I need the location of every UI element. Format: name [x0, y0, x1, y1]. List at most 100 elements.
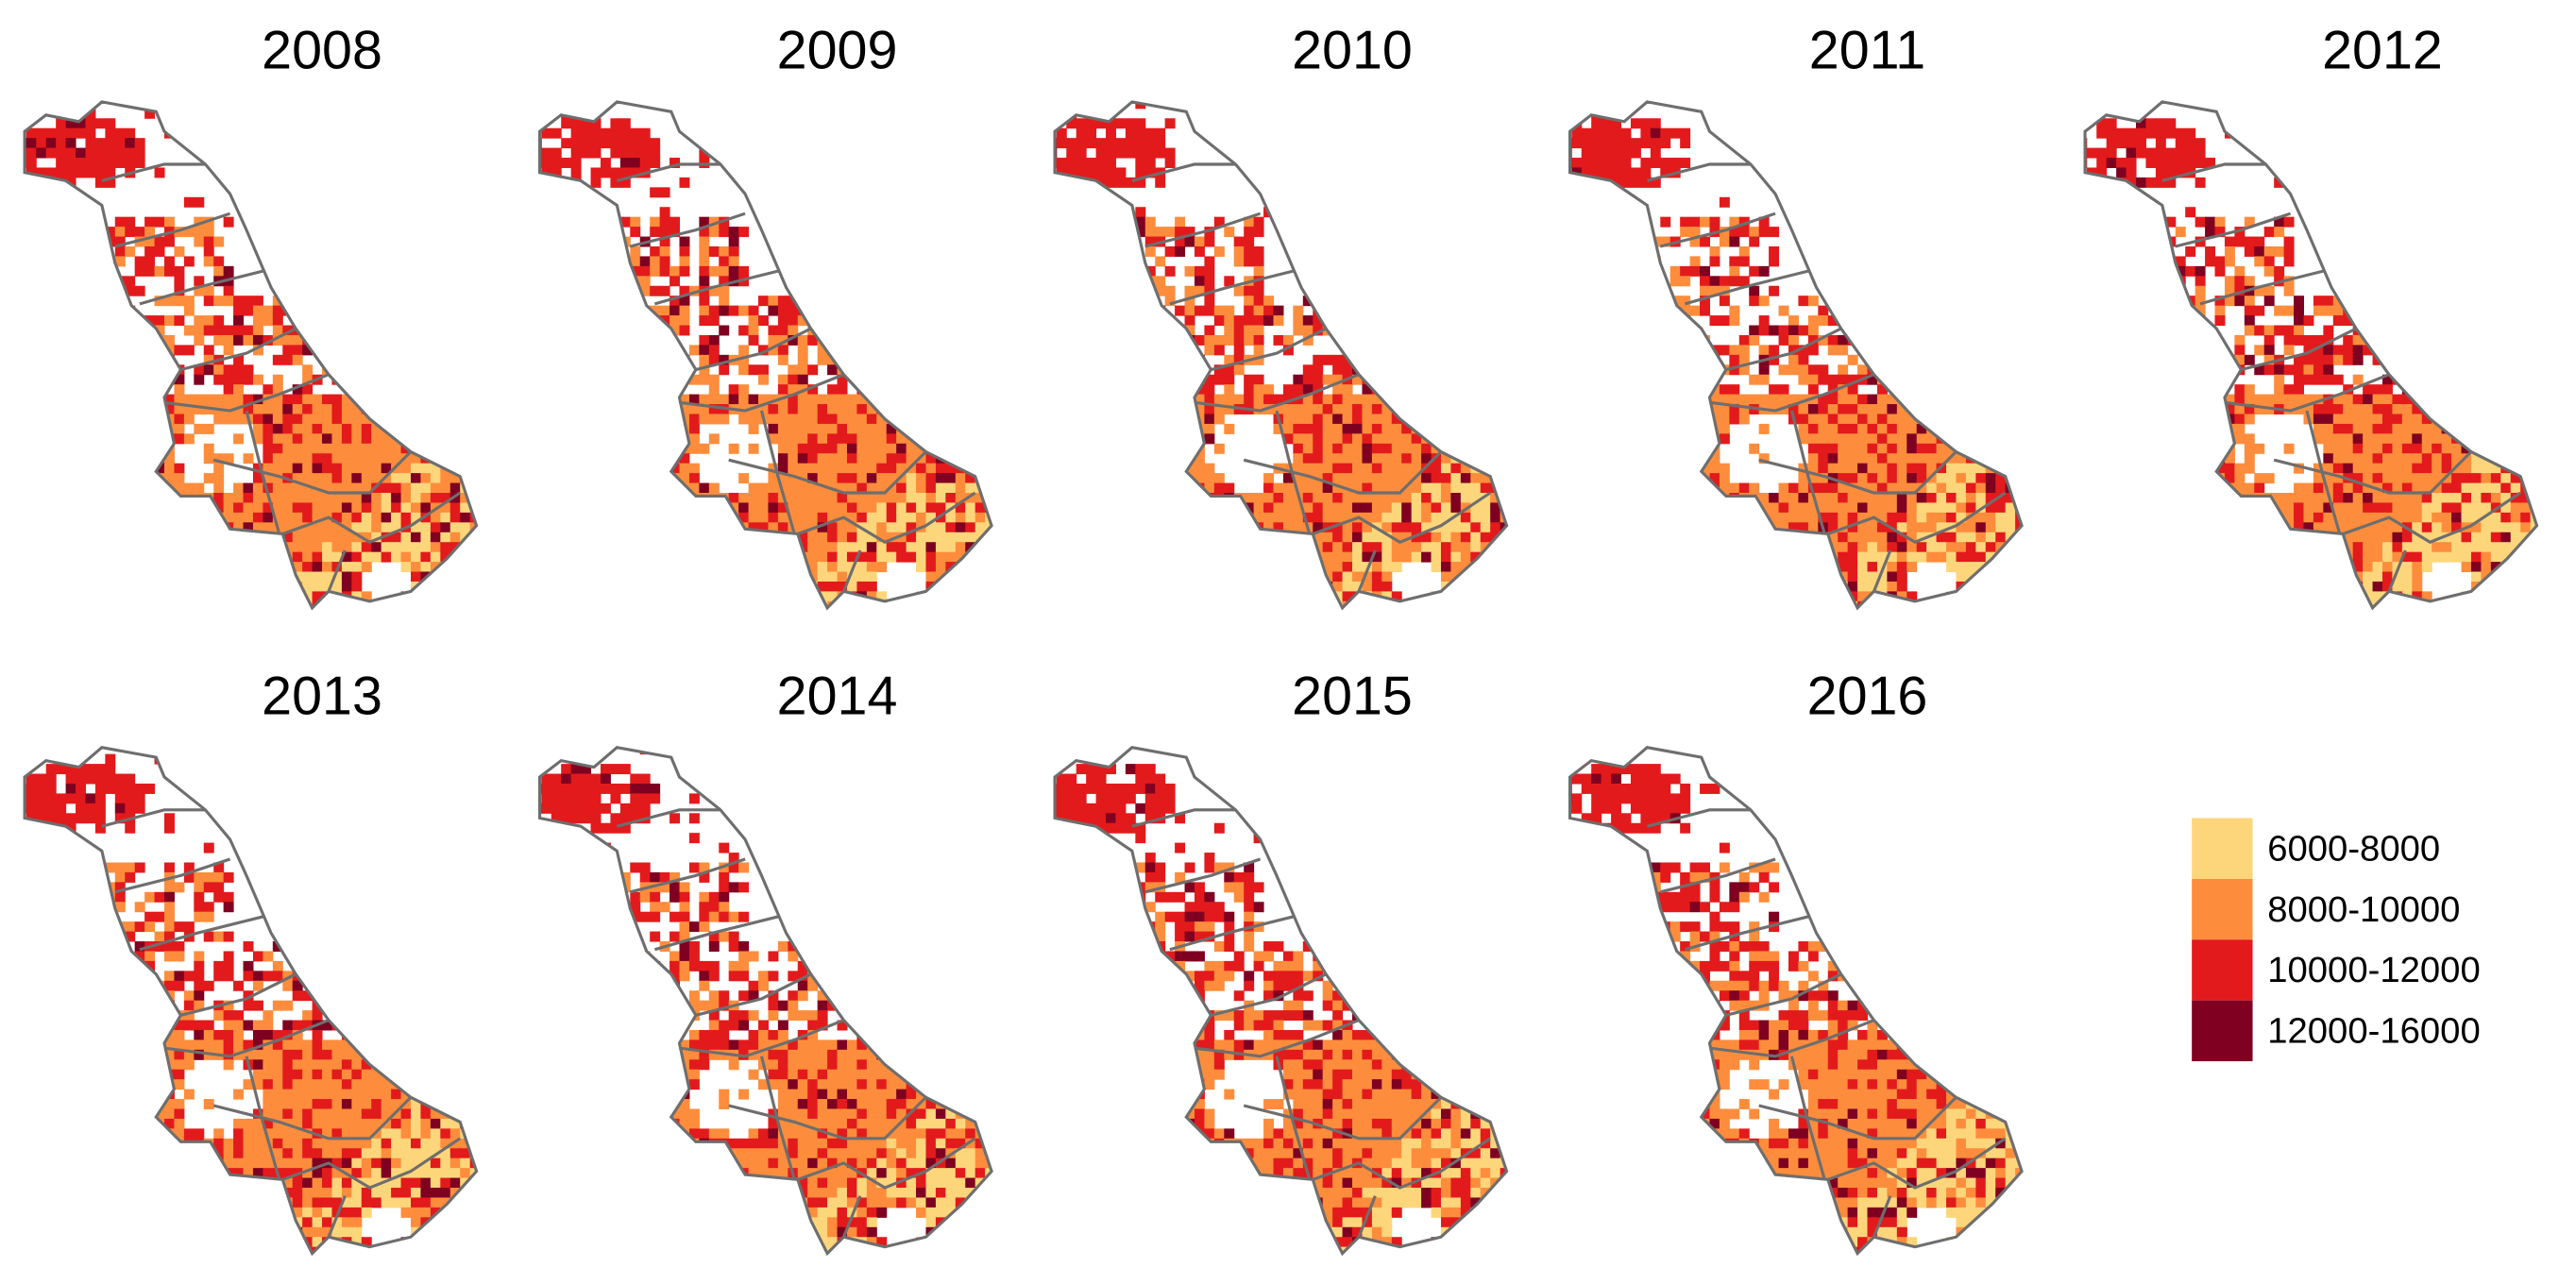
map-cell: [1273, 482, 1284, 494]
map-cell: [420, 562, 432, 573]
map-cell: [154, 354, 165, 365]
map-cell: [758, 374, 769, 385]
map-cell: [302, 542, 314, 553]
map-cell: [76, 532, 87, 543]
map-cell: [1322, 493, 1333, 503]
map-cell: [1640, 296, 1652, 307]
map-cell: [1144, 463, 1156, 474]
map-cell: [1660, 296, 1671, 307]
map-cell: [1818, 374, 1829, 385]
map-cell: [837, 404, 848, 415]
map-cell: [272, 453, 283, 465]
map-cell: [955, 591, 966, 602]
map-cell: [570, 600, 582, 608]
map-cell: [430, 591, 441, 602]
map-cell: [1749, 265, 1760, 277]
map-cell: [469, 532, 477, 543]
map-cell: [272, 512, 283, 523]
map-cell: [1709, 404, 1720, 415]
panel-title: 2010: [1292, 21, 1413, 81]
map-cell: [1490, 502, 1501, 514]
map-cell: [699, 227, 710, 238]
map-cell: [449, 384, 461, 396]
map-cell: [233, 364, 245, 376]
map-cell: [688, 562, 700, 573]
map-cell: [1650, 325, 1661, 336]
region-border: [1243, 450, 1443, 495]
map-cell: [1273, 394, 1284, 405]
map-cell: [817, 463, 828, 474]
map-cell: [846, 532, 857, 543]
map-cell: [252, 404, 263, 415]
map-cell: [94, 265, 106, 277]
map-cell: [76, 473, 87, 484]
map-cell: [1827, 345, 1839, 356]
map-cell: [1729, 265, 1740, 277]
map-cell: [1391, 394, 1402, 405]
map-cell: [581, 265, 592, 277]
map-cell: [916, 542, 927, 553]
map-cell: [371, 404, 382, 415]
map-cell: [1680, 127, 1691, 139]
map-cell: [539, 600, 542, 608]
map-cell: [272, 463, 283, 474]
map-cell: [1224, 502, 1235, 514]
map-cell: [925, 591, 937, 602]
map-cell: [1095, 473, 1107, 484]
map-cell: [699, 345, 710, 356]
map-cell: [659, 522, 670, 533]
map-cell: [1115, 305, 1127, 316]
map-cell: [708, 334, 720, 346]
map-cell: [551, 227, 562, 238]
map-cell: [25, 600, 27, 608]
map-cell: [650, 482, 661, 494]
map-cell: [738, 551, 750, 563]
map-cell: [1680, 216, 1691, 228]
map-cell: [1680, 364, 1691, 376]
map-cell: [570, 551, 582, 563]
map-cell: [134, 453, 145, 465]
map-cell: [600, 542, 611, 553]
map-cell: [1076, 493, 1087, 503]
map-cell: [322, 443, 333, 454]
map-cell: [619, 591, 631, 602]
map-cell: [906, 463, 917, 474]
map-cell: [1066, 512, 1077, 523]
map-cell: [1144, 542, 1156, 553]
map-cell: [449, 404, 461, 415]
map-cell: [1630, 246, 1641, 257]
map-cell: [430, 473, 441, 484]
map-cell: [1709, 256, 1720, 267]
map-cell: [56, 502, 67, 514]
map-cell: [896, 394, 907, 405]
map-cell: [1985, 374, 1996, 385]
map-cell: [1450, 315, 1462, 327]
map-cell: [688, 522, 700, 533]
map-cell: [797, 443, 808, 454]
map-cell: [1313, 453, 1324, 465]
map-cell: [1175, 463, 1186, 474]
map-cell: [758, 502, 769, 514]
map-cell: [846, 551, 857, 563]
map-cell: [728, 522, 739, 533]
region-border: [1169, 269, 1294, 306]
map-cell: [460, 384, 471, 396]
map-cell: [827, 473, 839, 484]
map-cell: [243, 404, 254, 415]
map-cell: [600, 138, 611, 149]
map-cell: [1076, 600, 1087, 608]
map-cell: [1640, 334, 1652, 346]
map-cell: [619, 167, 631, 178]
map-cell: [1322, 354, 1333, 365]
map-cell: [164, 265, 175, 277]
map-cell: [430, 512, 441, 523]
region-border: [1144, 211, 1262, 248]
map-outline: [538, 100, 993, 611]
map-cell: [1500, 532, 1507, 543]
map-cell: [965, 522, 976, 533]
map-cell: [1263, 581, 1275, 592]
map-cell: [669, 227, 681, 238]
map-cell: [1381, 354, 1393, 365]
map-cell: [728, 265, 739, 277]
map-cell: [1680, 325, 1691, 336]
